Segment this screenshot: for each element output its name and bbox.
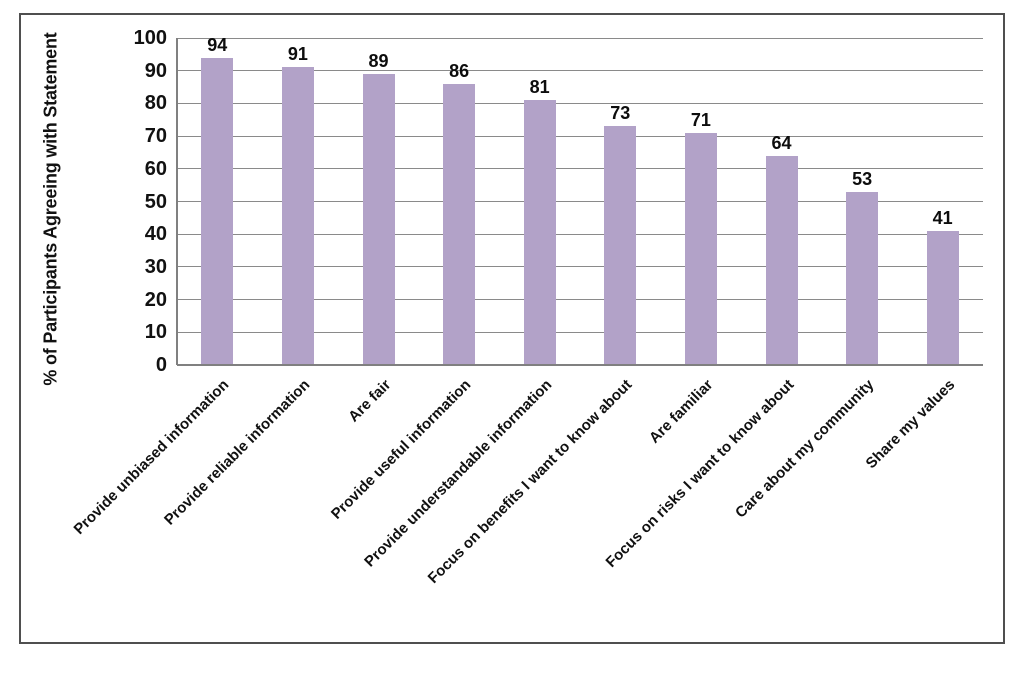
gridline (177, 37, 983, 39)
y-tick-label: 50 (144, 190, 167, 213)
gridline (177, 266, 983, 268)
gridline (177, 299, 983, 301)
bar (926, 230, 959, 365)
y-tick-label: 100 (133, 27, 167, 49)
y-tick-label: 0 (155, 354, 167, 376)
bar (523, 100, 556, 365)
y-axis-title: % of Participants Agreeing with Statemen… (40, 32, 61, 386)
data-label: 64 (771, 132, 792, 153)
bar (846, 191, 879, 365)
y-tick-label: 40 (144, 223, 167, 246)
data-label: 81 (529, 77, 550, 98)
data-label: 91 (287, 44, 308, 65)
x-axis-line (177, 364, 983, 366)
gridline (177, 331, 983, 333)
y-tick-label: 70 (144, 125, 167, 148)
data-label: 53 (852, 168, 873, 189)
gridline (177, 102, 983, 104)
data-label: 73 (610, 103, 631, 124)
data-label: 41 (932, 207, 953, 228)
y-tick-label: 60 (144, 157, 167, 180)
gridline (177, 168, 983, 170)
y-tick-label: 10 (144, 321, 167, 344)
bar-chart-figure: % of Participants Agreeing with Statemen… (19, 13, 1005, 644)
gridline (177, 135, 983, 137)
y-tick-label: 80 (144, 92, 167, 115)
chart-border (19, 13, 1005, 644)
gridline (177, 70, 983, 72)
y-tick-label: 90 (144, 59, 167, 82)
gridline (177, 233, 983, 235)
bar (604, 126, 637, 365)
data-label: 89 (368, 50, 389, 71)
bar (443, 83, 476, 365)
data-label: 71 (690, 109, 711, 130)
bar (684, 132, 717, 365)
bar (201, 57, 234, 365)
bar (281, 67, 314, 365)
y-tick-label: 30 (144, 255, 167, 278)
y-tick-label: 20 (144, 288, 167, 311)
gridline (177, 201, 983, 202)
data-label: 86 (449, 60, 470, 81)
bar (362, 73, 395, 365)
bar (765, 155, 798, 365)
y-axis-line (176, 38, 178, 365)
data-label: 94 (207, 34, 228, 55)
